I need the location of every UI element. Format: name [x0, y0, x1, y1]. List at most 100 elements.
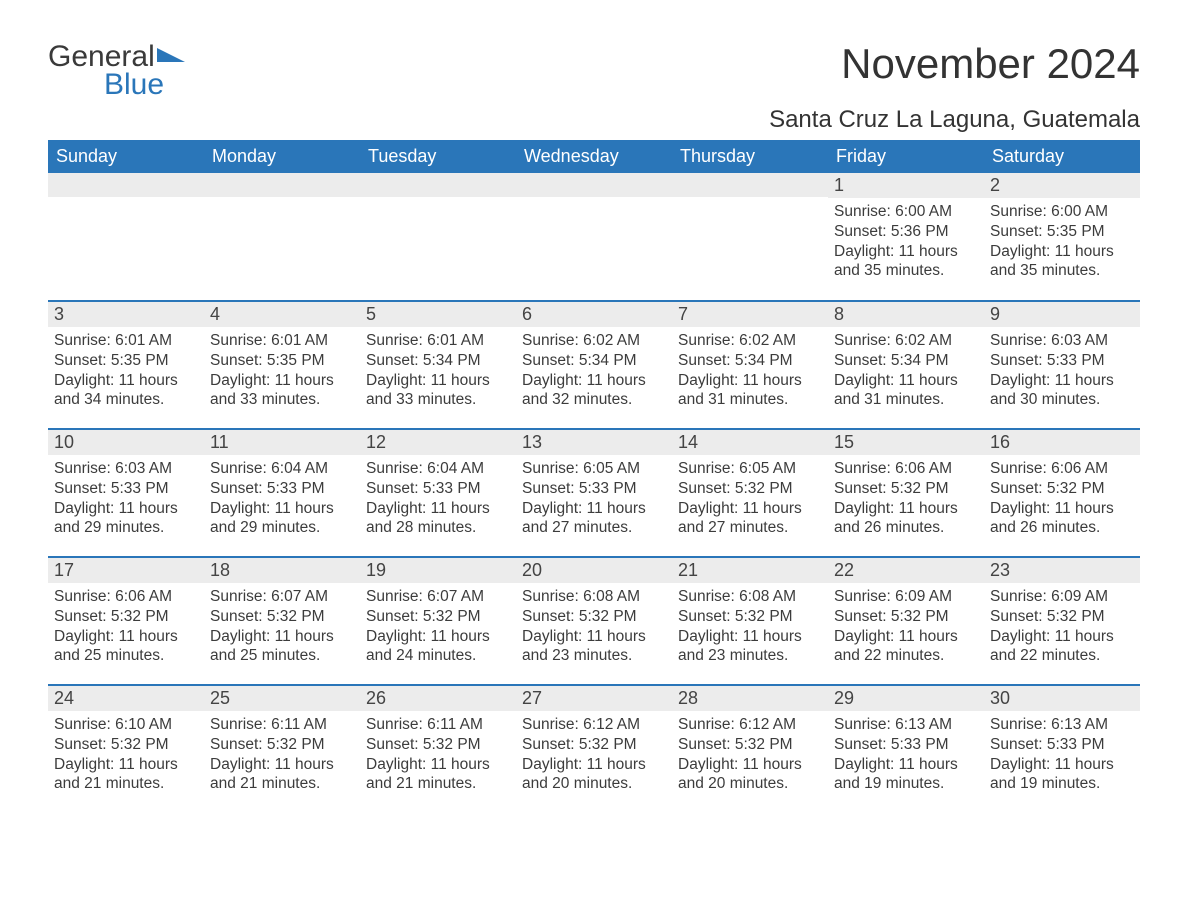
sunrise-line: Sunrise: 6:10 AM [54, 715, 198, 735]
sunset-line: Sunset: 5:33 PM [834, 735, 978, 755]
calendar-week-row: 10Sunrise: 6:03 AMSunset: 5:33 PMDayligh… [48, 429, 1140, 557]
daylight-line-1: Daylight: 11 hours [834, 755, 978, 775]
sunset-line: Sunset: 5:32 PM [54, 735, 198, 755]
day-number-bar: 20 [516, 558, 672, 583]
sunset-line: Sunset: 5:34 PM [834, 351, 978, 371]
calendar-empty-cell [48, 173, 204, 301]
sunset-line: Sunset: 5:33 PM [54, 479, 198, 499]
day-number-bar: 17 [48, 558, 204, 583]
day-body: Sunrise: 6:11 AMSunset: 5:32 PMDaylight:… [360, 711, 516, 800]
calendar-day-cell: 24Sunrise: 6:10 AMSunset: 5:32 PMDayligh… [48, 685, 204, 813]
header-row: General Blue November 2024 Santa Cruz La… [48, 40, 1140, 140]
day-body: Sunrise: 6:09 AMSunset: 5:32 PMDaylight:… [828, 583, 984, 672]
day-number-bar: 7 [672, 302, 828, 327]
daylight-line-2: and 21 minutes. [54, 774, 198, 794]
daylight-line-1: Daylight: 11 hours [54, 499, 198, 519]
calendar-week-row: 17Sunrise: 6:06 AMSunset: 5:32 PMDayligh… [48, 557, 1140, 685]
calendar-day-cell: 10Sunrise: 6:03 AMSunset: 5:33 PMDayligh… [48, 429, 204, 557]
sunrise-line: Sunrise: 6:02 AM [522, 331, 666, 351]
day-number-bar: 11 [204, 430, 360, 455]
weekday-header: Sunday [48, 140, 204, 173]
daylight-line-1: Daylight: 11 hours [366, 627, 510, 647]
day-number-bar: 8 [828, 302, 984, 327]
day-number-bar: 29 [828, 686, 984, 711]
sunrise-line: Sunrise: 6:06 AM [990, 459, 1134, 479]
daylight-line-2: and 25 minutes. [210, 646, 354, 666]
calendar-day-cell: 3Sunrise: 6:01 AMSunset: 5:35 PMDaylight… [48, 301, 204, 429]
day-body: Sunrise: 6:09 AMSunset: 5:32 PMDaylight:… [984, 583, 1140, 672]
sunrise-line: Sunrise: 6:09 AM [990, 587, 1134, 607]
sunset-line: Sunset: 5:32 PM [678, 607, 822, 627]
day-body: Sunrise: 6:04 AMSunset: 5:33 PMDaylight:… [204, 455, 360, 544]
day-number-bar: 12 [360, 430, 516, 455]
sunrise-line: Sunrise: 6:13 AM [834, 715, 978, 735]
calendar-day-cell: 4Sunrise: 6:01 AMSunset: 5:35 PMDaylight… [204, 301, 360, 429]
daylight-line-2: and 31 minutes. [834, 390, 978, 410]
weekday-header: Saturday [984, 140, 1140, 173]
calendar-week-row: 24Sunrise: 6:10 AMSunset: 5:32 PMDayligh… [48, 685, 1140, 813]
daylight-line-2: and 19 minutes. [834, 774, 978, 794]
calendar-body: 1Sunrise: 6:00 AMSunset: 5:36 PMDaylight… [48, 173, 1140, 813]
calendar-table: SundayMondayTuesdayWednesdayThursdayFrid… [48, 140, 1140, 813]
sunrise-line: Sunrise: 6:01 AM [54, 331, 198, 351]
weekday-header: Wednesday [516, 140, 672, 173]
daylight-line-1: Daylight: 11 hours [210, 499, 354, 519]
calendar-day-cell: 29 Sunrise: 6:13 AMSunset: 5:33 PMDayligh… [828, 685, 984, 813]
daylight-line-2: and 27 minutes. [678, 518, 822, 538]
weekday-header: Monday [204, 140, 360, 173]
calendar-day-cell: 9Sunrise: 6:03 AMSunset: 5:33 PMDaylight… [984, 301, 1140, 429]
daylight-line-2: and 33 minutes. [366, 390, 510, 410]
day-number-bar [204, 173, 360, 197]
day-number-bar: 10 [48, 430, 204, 455]
daylight-line-1: Daylight: 11 hours [834, 499, 978, 519]
day-body: Sunrise: 6:10 AMSunset: 5:32 PMDaylight:… [48, 711, 204, 800]
day-body: Sunrise: 6:00 AMSunset: 5:35 PMDaylight:… [984, 198, 1140, 287]
daylight-line-2: and 22 minutes. [990, 646, 1134, 666]
daylight-line-1: Daylight: 11 hours [990, 627, 1134, 647]
calendar-day-cell: 22Sunrise: 6:09 AMSunset: 5:32 PMDayligh… [828, 557, 984, 685]
daylight-line-2: and 29 minutes. [210, 518, 354, 538]
month-title: November 2024 [769, 40, 1140, 88]
sunrise-line: Sunrise: 6:06 AM [834, 459, 978, 479]
day-number-bar: 15 [828, 430, 984, 455]
day-number-bar [48, 173, 204, 197]
day-body: Sunrise: 6:01 AMSunset: 5:34 PMDaylight:… [360, 327, 516, 416]
sunset-line: Sunset: 5:35 PM [210, 351, 354, 371]
day-body: Sunrise: 6:06 AMSunset: 5:32 PMDaylight:… [48, 583, 204, 672]
day-number-bar: 13 [516, 430, 672, 455]
sunset-line: Sunset: 5:33 PM [522, 479, 666, 499]
sunrise-line: Sunrise: 6:07 AM [366, 587, 510, 607]
sunset-line: Sunset: 5:32 PM [522, 607, 666, 627]
calendar-day-cell: 11Sunrise: 6:04 AMSunset: 5:33 PMDayligh… [204, 429, 360, 557]
daylight-line-1: Daylight: 11 hours [210, 627, 354, 647]
day-number-bar: 14 [672, 430, 828, 455]
daylight-line-1: Daylight: 11 hours [54, 627, 198, 647]
sunrise-line: Sunrise: 6:05 AM [522, 459, 666, 479]
daylight-line-2: and 35 minutes. [990, 261, 1134, 281]
weekday-header: Thursday [672, 140, 828, 173]
day-number-bar: 27 [516, 686, 672, 711]
day-number-bar: 2 [984, 173, 1140, 198]
day-number-bar: 30 [984, 686, 1140, 711]
calendar-day-cell: 5Sunrise: 6:01 AMSunset: 5:34 PMDaylight… [360, 301, 516, 429]
day-number-bar: 23 [984, 558, 1140, 583]
daylight-line-1: Daylight: 11 hours [366, 499, 510, 519]
calendar-day-cell: 15Sunrise: 6:06 AMSunset: 5:32 PMDayligh… [828, 429, 984, 557]
day-body: Sunrise: 6:07 AMSunset: 5:32 PMDaylight:… [204, 583, 360, 672]
title-block: November 2024 Santa Cruz La Laguna, Guat… [769, 40, 1140, 140]
calendar-day-cell: 14Sunrise: 6:05 AMSunset: 5:32 PMDayligh… [672, 429, 828, 557]
sunrise-line: Sunrise: 6:08 AM [678, 587, 822, 607]
sunrise-line: Sunrise: 6:11 AM [366, 715, 510, 735]
day-body: Sunrise: 6:12 AMSunset: 5:32 PMDaylight:… [672, 711, 828, 800]
day-number-bar: 4 [204, 302, 360, 327]
daylight-line-2: and 32 minutes. [522, 390, 666, 410]
daylight-line-2: and 23 minutes. [678, 646, 822, 666]
calendar-empty-cell [360, 173, 516, 301]
sunrise-line: Sunrise: 6:00 AM [834, 202, 978, 222]
day-body: Sunrise: 6:13 AMSunset: 5:33 PMDaylight:… [984, 711, 1140, 800]
calendar-day-cell: 7Sunrise: 6:02 AMSunset: 5:34 PMDaylight… [672, 301, 828, 429]
day-body: Sunrise: 6:07 AMSunset: 5:32 PMDaylight:… [360, 583, 516, 672]
sunrise-line: Sunrise: 6:08 AM [522, 587, 666, 607]
day-body: Sunrise: 6:02 AMSunset: 5:34 PMDaylight:… [672, 327, 828, 416]
daylight-line-1: Daylight: 11 hours [990, 755, 1134, 775]
